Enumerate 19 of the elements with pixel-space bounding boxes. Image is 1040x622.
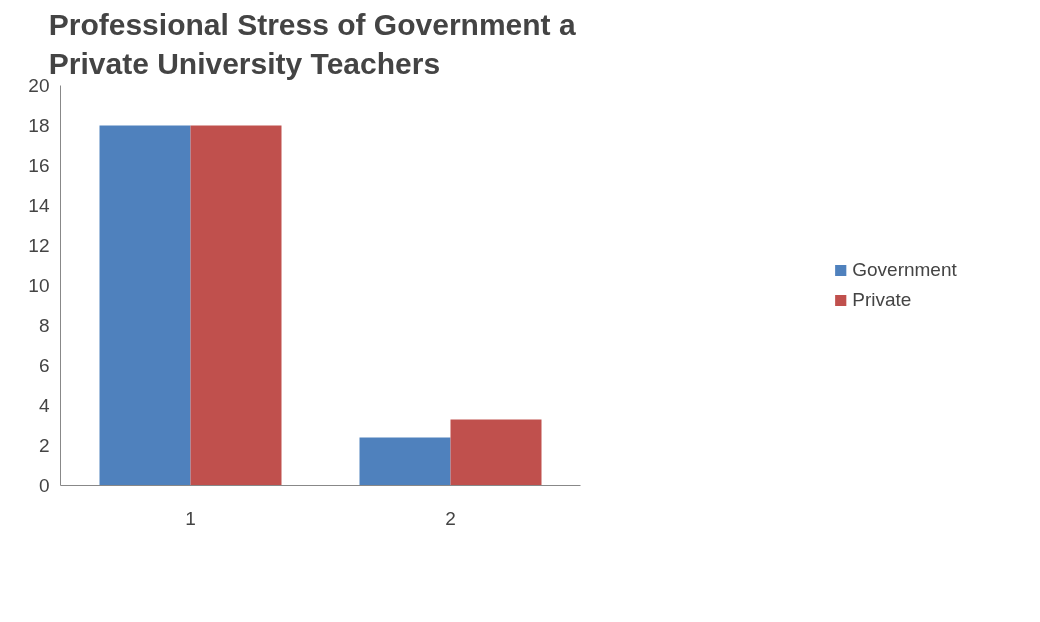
chart-title: Professional Stress of Government a Private University Teachers	[48, 7, 576, 81]
y-tick-label: 14	[28, 195, 50, 216]
y-tick-label: 8	[38, 315, 50, 336]
bar	[99, 125, 191, 486]
x-tick-label: 1	[185, 507, 196, 529]
y-tick-label: 6	[38, 355, 50, 376]
y-tick-label: 18	[28, 115, 50, 136]
y-tick-label: 4	[38, 395, 50, 416]
y-tick-label: 16	[28, 155, 50, 176]
y-tick-label: 12	[28, 235, 50, 256]
bar	[190, 125, 282, 486]
y-tick-label: 10	[28, 275, 50, 296]
y-tick-label: 2	[38, 435, 50, 456]
bar	[450, 419, 542, 486]
bar	[359, 437, 451, 486]
legend-label: Private	[852, 289, 912, 311]
y-tick-label: 0	[38, 475, 50, 496]
legend-label: Government	[852, 259, 957, 281]
y-tick-label: 20	[28, 75, 50, 96]
